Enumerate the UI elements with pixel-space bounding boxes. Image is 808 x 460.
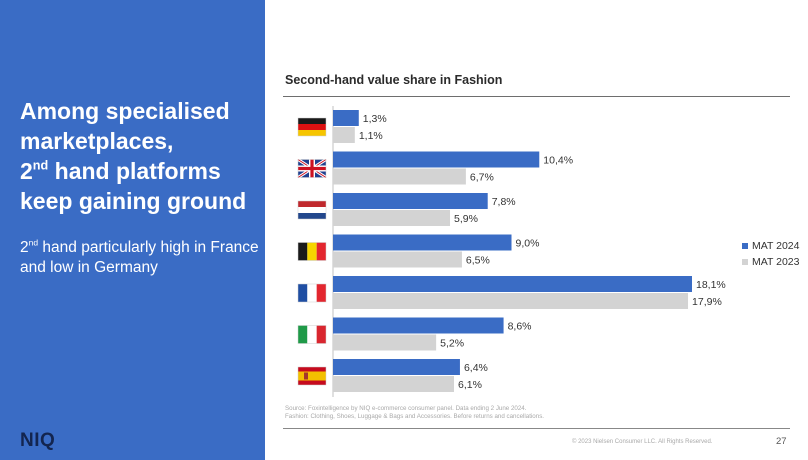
flag-france-icon-border <box>297 283 327 303</box>
bar-belgium-mat-2024 <box>333 234 512 251</box>
bar-spain-mat-2024 <box>333 359 460 375</box>
bar-italy-mat-2024 <box>333 317 504 334</box>
flag-belgium-icon-band-yellow <box>307 242 317 261</box>
bar-belgium-mat-2023 <box>333 251 462 268</box>
flag-netherlands-icon-border <box>297 200 327 220</box>
subhead-number: 2 <box>20 239 29 256</box>
copyright-notice: © 2023 Nielsen Consumer LLC. All Rights … <box>572 439 713 445</box>
flag-spain-icon-stripe-red-bottom <box>298 380 326 385</box>
headline-number: 2 <box>20 158 33 184</box>
flag-france-icon-band-white <box>307 284 317 302</box>
data-label-france-mat-2024: 18,1% <box>696 279 726 291</box>
headline: Among specialised marketplaces, 2nd hand… <box>20 96 260 216</box>
data-label-netherlands-mat-2024: 7,8% <box>492 196 516 208</box>
chart-legend: MAT 2024 MAT 2023 <box>742 238 799 270</box>
headline-ordinal-suffix: nd <box>32 158 49 173</box>
data-label-spain-mat-2023: 6,1% <box>458 379 482 391</box>
flag-belgium-icon-band-black <box>298 242 308 261</box>
legend-label-mat-2024: MAT 2024 <box>752 240 800 252</box>
bar-germany-mat-2023 <box>333 127 355 143</box>
headline-line-4: keep gaining ground <box>20 188 247 214</box>
bar-netherlands-mat-2024 <box>333 193 488 209</box>
flag-italy-icon-band-white <box>307 325 317 344</box>
flag-germany-icon-stripe-gold <box>298 130 326 136</box>
bar-spain-mat-2023 <box>333 376 454 392</box>
flag-spain-icon-stripe-red-top <box>298 367 326 372</box>
flag-netherlands-icon-stripe-red <box>298 201 326 207</box>
bar-france-mat-2024 <box>333 276 692 292</box>
subhead: 2nd hand particularly high in France and… <box>20 238 260 278</box>
data-label-spain-mat-2024: 6,4% <box>464 362 488 374</box>
flag-italy-icon-band-green <box>298 325 308 344</box>
legend-swatch-mat-2024 <box>742 243 748 249</box>
flag-germany-icon-stripe-red <box>298 124 326 130</box>
flag-france-icon-band-blue <box>298 284 308 302</box>
flag-uk-icon-border <box>297 159 327 178</box>
flag-belgium-icon-band-red <box>316 242 326 261</box>
flag-uk-icon-cross-h-red <box>298 166 326 171</box>
subhead-ordinal-suffix: nd <box>28 237 39 248</box>
flag-germany-icon-stripe-black <box>298 118 326 124</box>
bar-netherlands-mat-2023 <box>333 210 451 226</box>
data-label-france-mat-2023: 17,9% <box>692 296 722 308</box>
flag-spain-icon-stripe-yellow <box>298 371 326 381</box>
page-number: 27 <box>776 436 787 447</box>
data-label-germany-mat-2024: 1,3% <box>363 113 387 125</box>
data-label-italy-mat-2024: 8,6% <box>508 321 532 333</box>
footer-divider <box>283 428 790 429</box>
bar-united-kingdom-mat-2024 <box>333 151 540 168</box>
headline-line-2: marketplaces, <box>20 128 174 154</box>
bar-germany-mat-2024 <box>333 110 359 126</box>
flag-belgium-icon-border <box>297 242 327 261</box>
niq-logo: NIQ <box>20 430 56 451</box>
source-footnote: Source: Foxintelligence by NIQ e-commerc… <box>285 405 585 421</box>
flag-germany-icon-border <box>297 117 327 137</box>
headline-line-1: Among specialised <box>20 98 230 124</box>
headline-line-3: 2nd hand platforms <box>20 156 260 186</box>
flag-spain-icon-coat-of-arms <box>304 372 308 380</box>
flag-spain-icon-border <box>297 366 327 386</box>
title-divider <box>283 96 790 97</box>
legend-item-mat-2023: MAT 2023 <box>742 254 799 270</box>
flag-italy-icon-border <box>297 325 327 344</box>
flag-netherlands-icon-stripe-white <box>298 207 326 213</box>
data-label-united-kingdom-mat-2023: 6,7% <box>470 172 494 184</box>
headline-line-3-rest: hand platforms <box>48 158 221 184</box>
bar-italy-mat-2023 <box>333 334 437 351</box>
data-label-belgium-mat-2024: 9,0% <box>516 238 540 250</box>
data-label-italy-mat-2023: 5,2% <box>440 338 464 350</box>
subhead-rest: hand particularly high in France and low… <box>20 239 259 276</box>
data-label-netherlands-mat-2023: 5,9% <box>454 213 478 225</box>
legend-label-mat-2023: MAT 2023 <box>752 256 800 268</box>
chart-title: Second-hand value share in Fashion <box>285 73 503 87</box>
footnote-line-1: Source: Foxintelligence by NIQ e-commerc… <box>285 405 527 412</box>
flag-italy-icon-band-red <box>316 325 326 344</box>
bar-united-kingdom-mat-2023 <box>333 168 466 185</box>
footnote-line-2: Fashion: Clothing, Shoes, Luggage & Bags… <box>285 413 545 420</box>
flag-france-icon-band-red <box>316 284 326 302</box>
data-label-germany-mat-2023: 1,1% <box>359 130 383 142</box>
left-panel: Among specialised marketplaces, 2nd hand… <box>0 0 265 460</box>
flag-netherlands-icon-stripe-blue <box>298 213 326 219</box>
legend-swatch-mat-2023 <box>742 259 748 265</box>
data-label-united-kingdom-mat-2024: 10,4% <box>543 155 573 167</box>
data-label-belgium-mat-2023: 6,5% <box>466 255 490 267</box>
bar-france-mat-2023 <box>333 293 689 309</box>
legend-item-mat-2024: MAT 2024 <box>742 238 799 254</box>
